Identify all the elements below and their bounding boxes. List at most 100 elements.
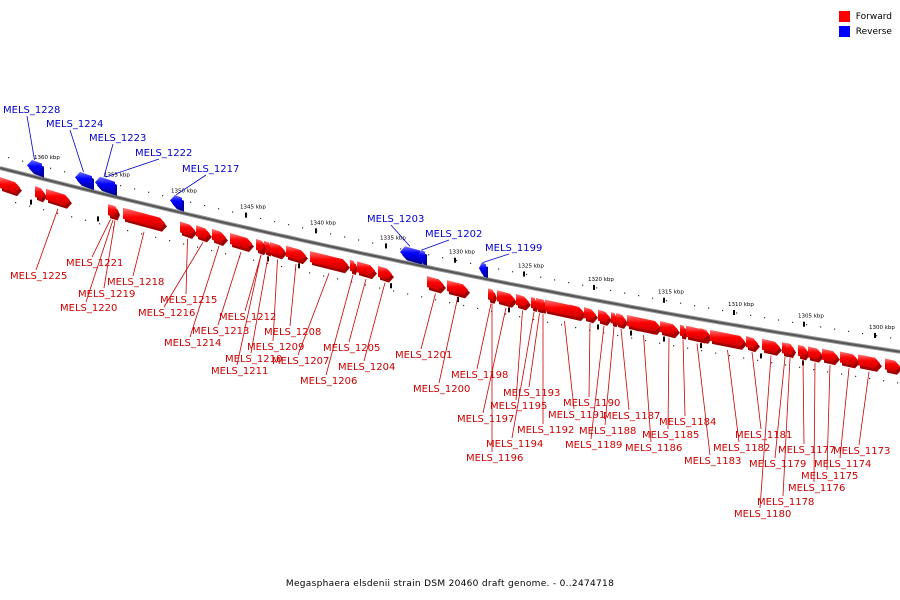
gene-mels_1183[interactable] [686,325,708,341]
gene-label[interactable]: MELS_1210 [225,354,282,365]
gene-label[interactable]: MELS_1208 [264,327,321,338]
gene-mels_1224[interactable] [75,171,92,188]
gene-mels_1197[interactable] [497,290,515,305]
gene-label[interactable]: MELS_1217 [182,164,239,175]
gene-mels_1217[interactable] [170,194,182,209]
gene-label[interactable]: MELS_1209 [247,342,304,353]
gene-label[interactable]: MELS_1174 [814,459,871,470]
gene-mels_1213[interactable] [230,232,252,249]
gene-label[interactable]: MELS_1193 [503,388,560,399]
gene-label[interactable]: MELS_1184 [659,417,716,428]
gene-label[interactable]: MELS_1220 [60,303,117,314]
gene-mels_1218[interactable] [123,207,165,229]
gene-label[interactable]: MELS_1176 [788,483,845,494]
gene-label[interactable]: MELS_1173 [833,446,890,457]
gene-mels_1211[interactable] [258,239,264,252]
gene-mels_1202[interactable] [418,250,425,263]
gene-mels_1176[interactable] [808,346,822,360]
gene-label[interactable]: MELS_1213 [192,326,249,337]
gene-label[interactable]: MELS_1191 [548,410,605,421]
gene-label[interactable]: MELS_1179 [749,459,806,470]
gene-label[interactable]: MELS_1205 [323,343,380,354]
gene-label[interactable]: MELS_1200 [413,384,470,395]
gene-label[interactable]: MELS_1177 [778,445,835,456]
gene-label[interactable]: MELS_1214 [164,338,221,349]
gene-mels_1214[interactable] [212,228,226,244]
gene-mels_1199[interactable] [479,262,486,275]
gene-label[interactable]: MELS_1225 [10,271,67,282]
gene-mels_1195[interactable] [516,293,529,308]
gene-label[interactable]: MELS_1224 [46,119,103,130]
gene-label[interactable]: MELS_1197 [457,414,514,425]
gene-mels_1201[interactable] [427,275,444,291]
gene-mels_1186[interactable] [627,315,660,333]
gene-label[interactable]: MELS_1182 [713,443,770,454]
gene-mels_1208[interactable] [286,245,306,262]
gene-label[interactable]: MELS_1221 [66,258,123,269]
gene-label[interactable]: MELS_1185 [642,430,699,441]
gene-label[interactable]: MELS_1207 [272,356,329,367]
gene-label[interactable]: MELS_1178 [757,497,814,508]
gene-label[interactable]: MELS_1199 [485,243,542,254]
gene-mels_1187[interactable] [616,313,626,326]
gene-mels_1173[interactable] [858,354,880,369]
gene-mels_1225[interactable] [46,188,70,206]
gene-mels_1174[interactable] [840,351,858,366]
gene-label[interactable]: MELS_1204 [338,362,395,373]
gene-mels_1190[interactable] [584,307,596,321]
gene-mels_1177[interactable] [798,344,808,358]
gene-label[interactable]: MELS_1192 [517,425,574,436]
gene-label[interactable]: MELS_1186 [625,443,682,454]
gene-mels_1191[interactable] [545,299,584,319]
gene-label[interactable]: MELS_1189 [565,440,622,451]
gene-mels_1182[interactable] [710,329,745,347]
gene-label[interactable]: MELS_1219 [78,289,135,300]
gene-feature[interactable] [35,185,45,200]
gene-mels_1204[interactable] [378,265,392,280]
gene-label[interactable]: MELS_1201 [395,350,452,361]
gene-mels_1196[interactable] [489,288,495,301]
gene-label[interactable]: MELS_1180 [734,509,791,520]
gene-mels_1184[interactable] [680,324,686,337]
gene-feature[interactable] [0,177,20,194]
gene-mels_1216[interactable] [196,225,210,240]
gene-label[interactable]: MELS_1228 [3,105,60,116]
gene-mels_1206[interactable] [350,259,356,272]
gene-label[interactable]: MELS_1202 [425,229,482,240]
gene-mels_1180[interactable] [762,338,780,353]
gene-mels_1200[interactable] [447,280,468,296]
gene-mels_1207[interactable] [310,250,348,271]
gene-mels_1181[interactable] [746,336,758,350]
gene-mels_1209[interactable] [270,242,285,257]
gene-mels_1220[interactable] [110,204,116,217]
gene-label[interactable]: MELS_1188 [579,426,636,437]
gene-mels_1192[interactable] [540,298,546,311]
gene-label[interactable]: MELS_1216 [138,308,195,319]
gene-label[interactable]: MELS_1198 [451,370,508,381]
gene-mels_1194[interactable] [531,296,537,310]
gene-mels_1188[interactable] [611,312,617,325]
gene-mels_1189[interactable] [598,309,610,323]
gene-mels_1205[interactable] [357,261,375,277]
gene-label[interactable]: MELS_1223 [89,133,146,144]
gene-mels_1175[interactable] [822,348,838,363]
gene-label[interactable]: MELS_1181 [735,430,792,441]
gene-feature[interactable] [885,358,900,372]
gene-mels_1222[interactable] [96,177,115,193]
gene-mels_1228[interactable] [27,159,42,175]
gene-label[interactable]: MELS_1187 [603,411,660,422]
gene-label[interactable]: MELS_1195 [490,401,547,412]
gene-label[interactable]: MELS_1215 [160,295,217,306]
gene-mels_1185[interactable] [660,321,678,336]
gene-label[interactable]: MELS_1190 [563,398,620,409]
gene-label[interactable]: MELS_1222 [135,148,192,159]
gene-label[interactable]: MELS_1203 [367,214,424,225]
gene-label[interactable]: MELS_1218 [107,277,164,288]
gene-label[interactable]: MELS_1211 [211,366,268,377]
gene-label[interactable]: MELS_1175 [801,471,858,482]
gene-mels_1203[interactable] [400,246,420,262]
gene-mels_1178[interactable] [786,342,794,356]
gene-label[interactable]: MELS_1206 [300,376,357,387]
gene-mels_1215[interactable] [180,221,195,236]
gene-label[interactable]: MELS_1194 [486,439,543,450]
